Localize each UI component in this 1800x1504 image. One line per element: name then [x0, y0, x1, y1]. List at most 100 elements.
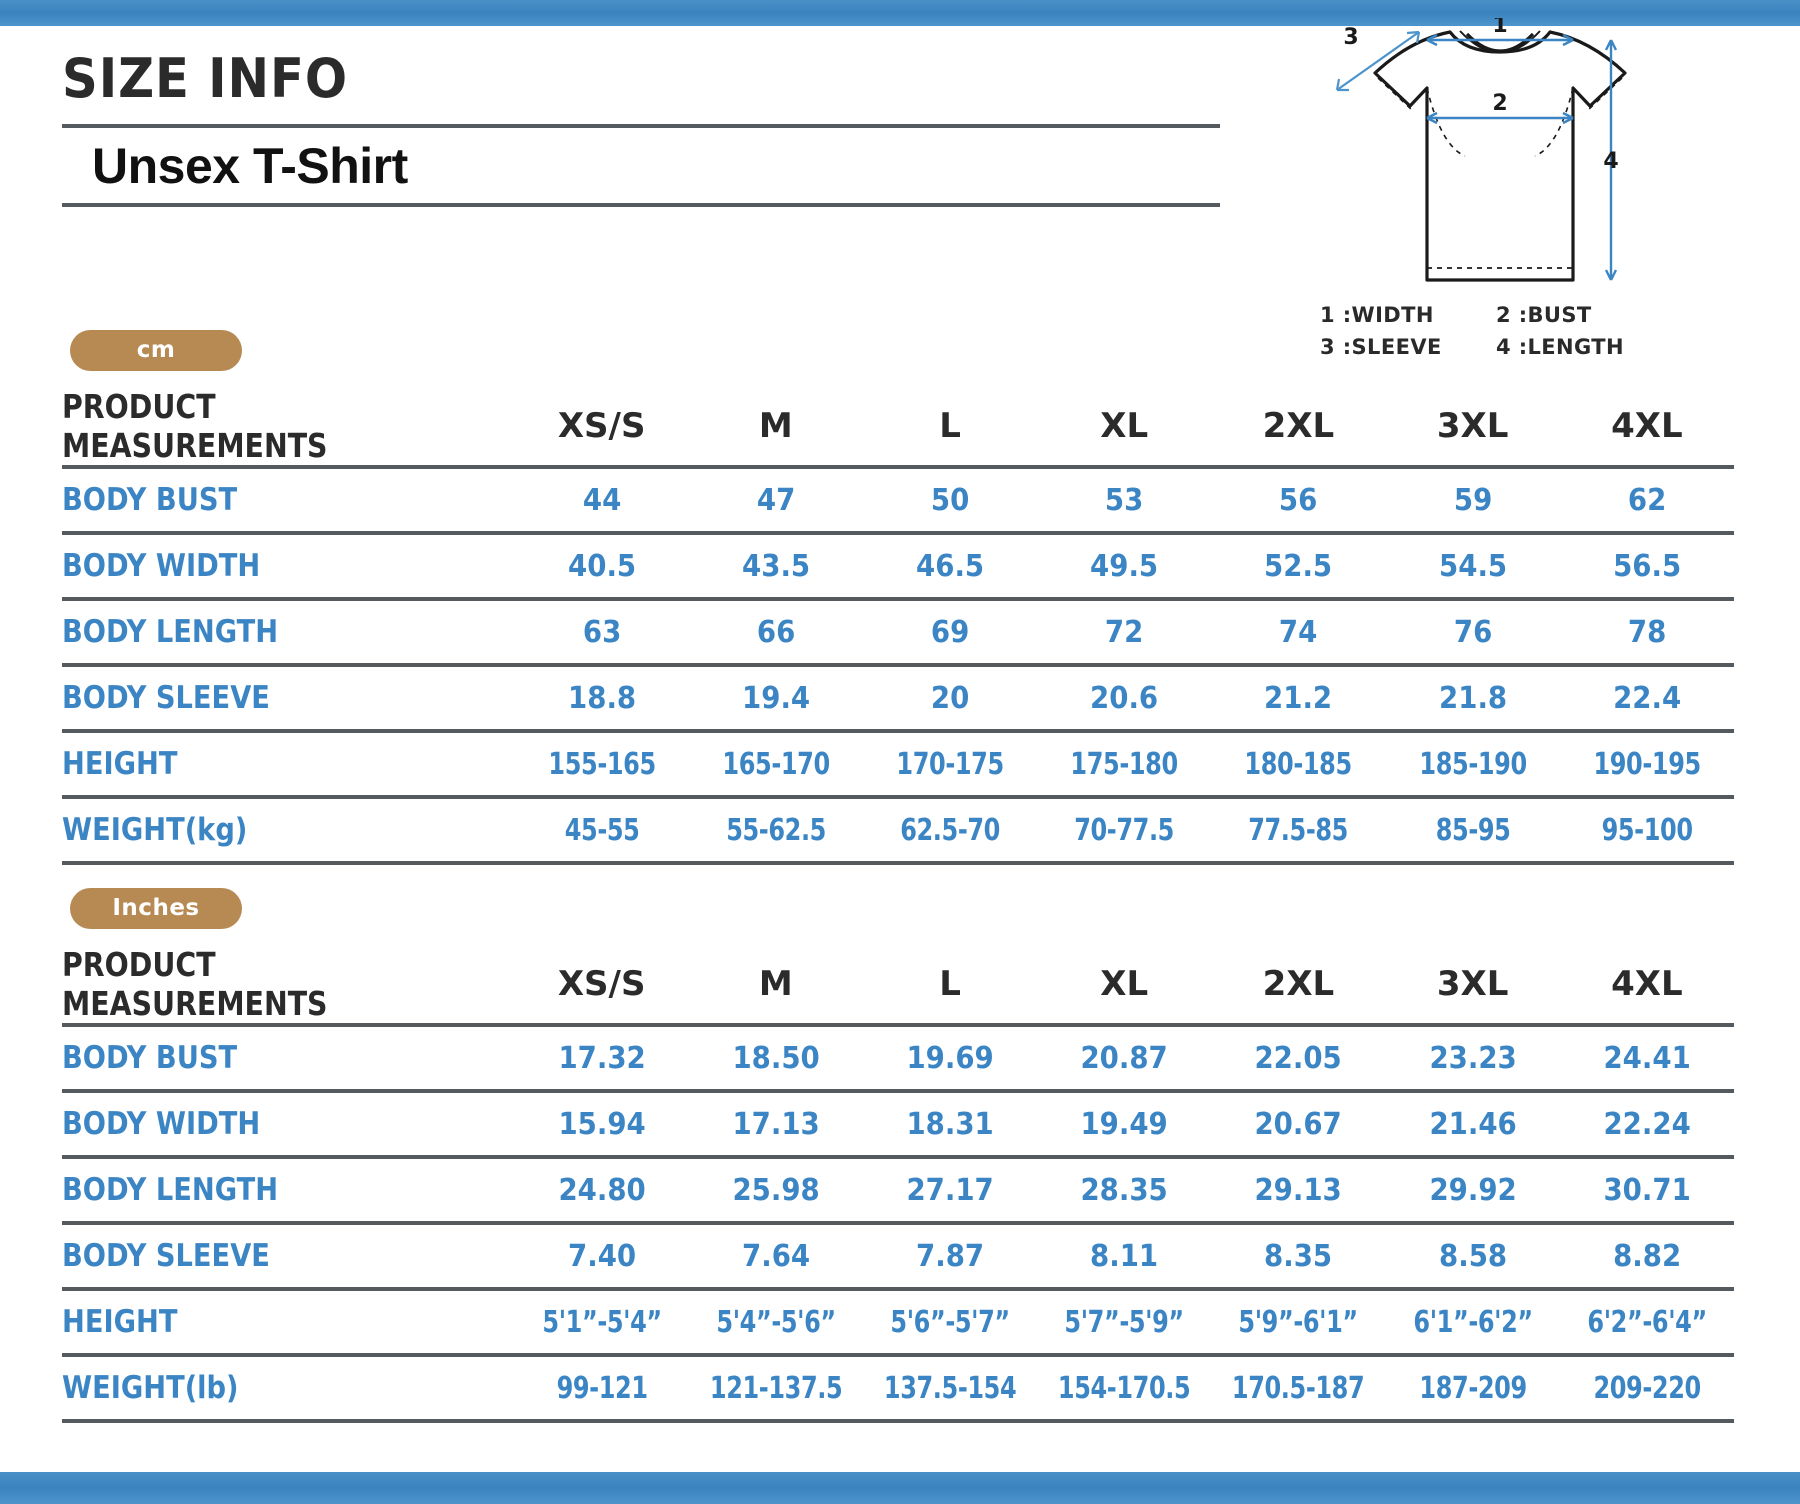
cell-weight-m: 121-137.5: [709, 1370, 843, 1406]
cell-body-bust-4xl: 24.41: [1603, 1040, 1691, 1076]
col-header-3xl: 3XL: [1436, 964, 1509, 1004]
row-label-body-width: BODY WIDTH: [62, 1106, 261, 1142]
col-header-xl: XL: [1100, 964, 1149, 1004]
cell-height-3xl: 185-190: [1418, 746, 1527, 782]
cell-body-length-m: 66: [756, 614, 796, 650]
row-label-body-sleeve: BODY SLEEVE: [62, 680, 270, 716]
cell-body-width-xs-s: 15.94: [557, 1106, 646, 1142]
diagram-marker-1: 1: [1492, 18, 1507, 38]
cell-body-length-4xl: 78: [1627, 614, 1667, 650]
cell-weight-xs-s: 99-121: [556, 1370, 648, 1406]
cell-body-bust-xs-s: 17.32: [557, 1040, 646, 1076]
table-row: BODY BUST 44 47 50 53 56 59 62: [62, 467, 1734, 533]
table-row: HEIGHT 155-165 165-170 170-175 175-180 1…: [62, 731, 1734, 797]
cell-body-sleeve-4xl: 8.82: [1612, 1238, 1681, 1274]
cell-body-sleeve-m: 19.4: [741, 680, 810, 716]
cell-body-sleeve-2xl: 21.2: [1264, 680, 1333, 716]
cell-body-width-l: 46.5: [915, 548, 985, 584]
title-divider-top: [62, 124, 1220, 128]
cell-body-length-xl: 72: [1105, 614, 1144, 650]
table-row: BODY LENGTH 63 66 69 72 74 76 78: [62, 599, 1734, 665]
cell-weight-2xl: 170.5-187: [1232, 1370, 1365, 1406]
cell-body-bust-l: 19.69: [906, 1040, 994, 1076]
row-label-height: HEIGHT: [62, 1304, 178, 1340]
table-row: BODY WIDTH 40.5 43.5 46.5 49.5 52.5 54.5…: [62, 533, 1734, 599]
cell-body-sleeve-l: 7.87: [915, 1238, 985, 1274]
cell-body-width-m: 43.5: [741, 548, 810, 584]
cell-body-length-xs-s: 24.80: [557, 1172, 646, 1208]
cell-weight-3xl: 85-95: [1435, 812, 1511, 848]
col-header-2xl: 2XL: [1262, 964, 1335, 1004]
cell-body-width-l: 18.31: [906, 1106, 994, 1142]
cell-weight-l: 62.5-70: [900, 812, 1000, 848]
table-row: BODY WIDTH 15.94 17.13 18.31 19.49 20.67…: [62, 1091, 1734, 1157]
col-header-l: L: [939, 964, 961, 1004]
table-header-row: PRODUCT MEASUREMENTS XS/S M L XL 2XL 3XL…: [62, 387, 1734, 467]
col-header-m: M: [758, 406, 793, 446]
row-label-body-sleeve: BODY SLEEVE: [62, 1238, 270, 1274]
col-header-measurements: PRODUCT MEASUREMENTS: [62, 387, 328, 465]
cell-body-sleeve-xs-s: 18.8: [567, 680, 636, 716]
table-row: HEIGHT 5'1”-5'4” 5'4”-5'6” 5'6”-5'7” 5'7…: [62, 1289, 1734, 1355]
cell-body-length-4xl: 30.71: [1603, 1172, 1691, 1208]
cell-weight-3xl: 187-209: [1418, 1370, 1527, 1406]
cell-body-bust-m: 47: [756, 482, 796, 518]
row-label-weight-kg: WEIGHT(kg): [62, 812, 248, 848]
cell-height-2xl: 5'9”-6'1”: [1238, 1304, 1359, 1340]
row-label-body-bust: BODY BUST: [62, 1040, 238, 1076]
page-title: SIZE INFO: [62, 47, 349, 110]
diagram-legend: 1 :WIDTH 2 :BUST 3 :SLEEVE 4 :LENGTH: [1320, 300, 1672, 363]
cell-height-m: 165-170: [722, 746, 830, 782]
col-header-xs-s: XS/S: [557, 964, 646, 1004]
col-header-3xl: 3XL: [1436, 406, 1509, 446]
cell-body-length-xs-s: 63: [582, 614, 621, 650]
cell-body-width-3xl: 21.46: [1428, 1106, 1517, 1142]
cell-body-length-2xl: 74: [1279, 614, 1318, 650]
row-label-body-length: BODY LENGTH: [62, 1172, 279, 1208]
cell-body-sleeve-2xl: 8.35: [1264, 1238, 1333, 1274]
table-row: WEIGHT(lb) 99-121 121-137.5 137.5-154 15…: [62, 1355, 1734, 1421]
legend-item-length: 4 :LENGTH: [1496, 334, 1624, 359]
col-header-measurements: PRODUCT MEASUREMENTS: [62, 945, 328, 1023]
cell-weight-4xl: 209-220: [1593, 1370, 1701, 1406]
cell-body-length-2xl: 29.13: [1254, 1172, 1343, 1208]
cell-body-bust-3xl: 59: [1453, 482, 1492, 518]
cell-body-length-m: 25.98: [732, 1172, 820, 1208]
cell-body-width-xs-s: 40.5: [567, 548, 636, 584]
tshirt-diagram: 1 2 3 4: [1315, 18, 1685, 358]
top-accent-bar: [0, 0, 1800, 26]
cell-weight-4xl: 95-100: [1601, 812, 1693, 848]
table-row: BODY SLEEVE 7.40 7.64 7.87 8.11 8.35 8.5…: [62, 1223, 1734, 1289]
cell-body-width-xl: 49.5: [1090, 548, 1159, 584]
table-row: WEIGHT(kg) 45-55 55-62.5 62.5-70 70-77.5…: [62, 797, 1734, 863]
cell-body-width-4xl: 56.5: [1612, 548, 1681, 584]
cell-body-length-l: 69: [930, 614, 970, 650]
col-header-m: M: [758, 964, 793, 1004]
cell-weight-l: 137.5-154: [883, 1370, 1017, 1406]
legend-item-sleeve: 3 :SLEEVE: [1320, 334, 1442, 359]
cell-body-sleeve-3xl: 8.58: [1438, 1238, 1507, 1274]
col-header-xl: XL: [1100, 406, 1149, 446]
cell-weight-xs-s: 45-55: [564, 812, 640, 848]
cell-height-xl: 5'7”-5'9”: [1064, 1304, 1185, 1340]
cell-height-4xl: 190-195: [1593, 746, 1701, 782]
cell-body-bust-xl: 53: [1105, 482, 1144, 518]
cell-body-sleeve-xl: 20.6: [1090, 680, 1159, 716]
cell-body-length-xl: 28.35: [1080, 1172, 1168, 1208]
unit-badge-cm: cm: [70, 330, 242, 371]
cell-body-bust-m: 18.50: [732, 1040, 820, 1076]
size-table-inches: PRODUCT MEASUREMENTS XS/S M L XL 2XL 3XL…: [62, 945, 1734, 1423]
diagram-marker-3: 3: [1343, 25, 1358, 50]
unit-badge-inches: Inches: [70, 888, 242, 929]
size-table-inches-section: Inches PRODUCT MEASUREMENTS XS/S M L XL …: [62, 888, 1734, 1423]
cell-weight-m: 55-62.5: [725, 812, 826, 848]
bottom-accent-bar: [0, 1472, 1800, 1504]
cell-weight-xl: 154-170.5: [1058, 1370, 1191, 1406]
page-subtitle: Unsex T-Shirt: [92, 138, 408, 194]
cell-body-bust-2xl: 22.05: [1254, 1040, 1343, 1076]
diagram-marker-2: 2: [1492, 91, 1507, 116]
cell-body-length-3xl: 29.92: [1428, 1172, 1517, 1208]
cell-body-bust-xl: 20.87: [1080, 1040, 1168, 1076]
cell-body-sleeve-m: 7.64: [741, 1238, 810, 1274]
